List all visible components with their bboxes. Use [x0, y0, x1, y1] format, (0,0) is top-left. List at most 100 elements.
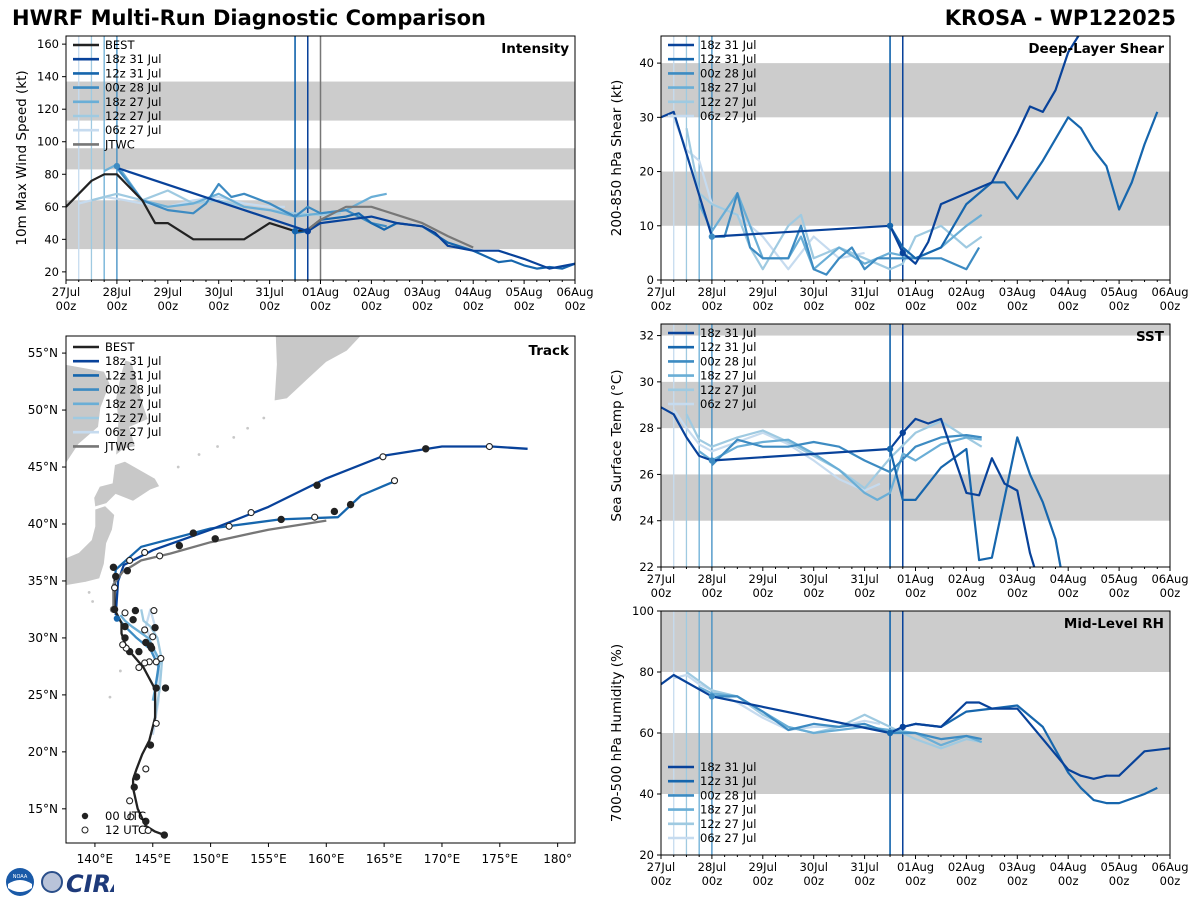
rh-marker-1	[886, 729, 894, 737]
sst-title: SST	[1136, 329, 1165, 345]
shear-xtick-sublabel-4: 00z	[854, 299, 875, 313]
marker-legend-label-12utc: 12 UTC	[105, 823, 146, 837]
shear-legend-label-2: 00z 28 Jul	[700, 66, 757, 80]
intensity-xtick-label-10: 06Aug	[556, 285, 593, 299]
sst-legend-label-5: 06z 27 Jul	[700, 397, 757, 411]
intensity-plot-area	[66, 36, 575, 280]
shear-xtick-sublabel-6: 00z	[956, 299, 977, 313]
rh-legend-label-1: 12z 31 Jul	[700, 774, 757, 788]
shear-legend-label-1: 12z 31 Jul	[700, 52, 757, 66]
track-point-00utc-16	[121, 622, 129, 631]
rh-band-0	[661, 733, 1170, 794]
intensity-legend-label-2: 12z 31 Jul	[105, 66, 162, 80]
track-point-12utc-15	[152, 658, 160, 666]
marker-legend-00utc	[81, 812, 89, 820]
rh-xtick-sublabel-10: 00z	[1160, 874, 1181, 888]
sst-xtick-sublabel-8: 00z	[1058, 586, 1079, 600]
track-point-12utc-20	[225, 522, 233, 530]
intensity-legend-label-3: 00z 28 Jul	[105, 81, 162, 95]
island-5	[246, 426, 250, 430]
track-point-00utc-26	[330, 507, 339, 516]
rh-xtick-label-4: 31Jul	[850, 860, 879, 874]
intensity-xtick-label-2: 29Jul	[154, 285, 183, 299]
sst-band-0	[661, 474, 1170, 521]
shear-xtick-label-5: 01Aug	[897, 285, 934, 299]
rh-ytick-label-3: 80	[639, 665, 654, 679]
track-legend-label-4: 18z 27 Jul	[105, 397, 162, 411]
track-point-00utc-24	[277, 515, 285, 524]
intensity-xtick-label-5: 01Aug	[302, 285, 339, 299]
track-point-00utc-1	[142, 817, 150, 826]
track-ytick-label-8: 55°N	[28, 346, 58, 360]
track-legend-label-5: 12z 27 Jul	[105, 411, 162, 425]
shear-ytick-label-4: 40	[639, 56, 654, 70]
track-jtwc-7	[112, 519, 327, 610]
shear-ytick-label-2: 20	[639, 165, 654, 179]
rh-xtick-sublabel-5: 00z	[905, 874, 926, 888]
track-point-12utc-22	[311, 513, 319, 521]
track-point-12utc-18	[141, 548, 149, 557]
noaa-text: NOAA	[13, 874, 28, 880]
sst-ytick-label-1: 24	[639, 514, 654, 528]
track-ytick-label-5: 40°N	[28, 517, 58, 531]
track-legend-label-7: JTWC	[104, 439, 135, 453]
intensity-legend-label-1: 18z 31 Jul	[105, 52, 162, 66]
track-xtick-label-6: 170°E	[424, 852, 461, 866]
shear-xtick-sublabel-0: 00z	[651, 299, 672, 313]
island-10	[108, 695, 112, 699]
shear-xtick-sublabel-5: 00z	[905, 299, 926, 313]
track-frame	[65, 335, 576, 844]
rh-xtick-label-10: 06Aug	[1151, 860, 1188, 874]
rh-legend-label-0: 18z 31 Jul	[700, 760, 757, 774]
track-point-00utc-21	[175, 541, 184, 550]
track-point-12utc-25	[485, 442, 493, 451]
track-ytick-label-2: 25°N	[28, 688, 58, 702]
sst-xtick-sublabel-10: 00z	[1160, 586, 1181, 600]
sst-ytick-label-0: 22	[639, 560, 654, 574]
track-point-00utc-20	[123, 567, 132, 575]
intensity-ytick-label-5: 120	[37, 102, 59, 116]
track-ytick-label-1: 20°N	[28, 745, 58, 759]
intensity-legend-label-7: JTWC	[104, 137, 135, 151]
track-point-00utc-19	[109, 563, 118, 571]
rh-plot-area	[661, 611, 1170, 855]
track-legend-label-1: 18z 31 Jul	[105, 354, 162, 368]
island-9	[118, 669, 122, 673]
track-ytick-label-3: 30°N	[28, 631, 58, 645]
shear-legend-label-0: 18z 31 Jul	[700, 38, 757, 52]
track-point-00utc-3	[130, 783, 138, 791]
cira-text: CIRA	[66, 870, 114, 898]
shear-xtick-sublabel-8: 00z	[1058, 299, 1079, 313]
sst-ytick-label-2: 26	[639, 467, 654, 481]
sst-xtick-label-6: 02Aug	[948, 572, 985, 586]
track-xtick-label-1: 145°E	[135, 852, 172, 866]
intensity-series-jtwc-7	[307, 205, 474, 249]
intensity-xtick-sublabel-5: 00z	[310, 299, 331, 313]
intensity-xtick-sublabel-10: 00z	[565, 299, 586, 313]
shear-xtick-sublabel-2: 00z	[752, 299, 773, 313]
land-mass-0	[66, 505, 116, 586]
marker-legend-label-00utc: 00 UTC	[105, 809, 146, 823]
sst-xtick-sublabel-0: 00z	[651, 586, 672, 600]
shear-xtick-label-1: 28Jul	[698, 285, 727, 299]
track-point-12utc-5	[157, 654, 165, 662]
sst-xtick-label-3: 30Jul	[799, 572, 828, 586]
track-point-00utc-11	[121, 634, 129, 642]
intensity-ytick-label-0: 20	[44, 265, 59, 279]
rh-xtick-label-3: 30Jul	[799, 860, 828, 874]
track-point-12utc-17	[126, 556, 134, 564]
intensity-series-best-6	[66, 173, 322, 241]
track-point-00utc-25	[313, 481, 321, 489]
shear-title: Deep-Layer Shear	[1028, 41, 1164, 57]
storm-id: KROSA - WP122025	[944, 6, 1176, 30]
rh-xtick-sublabel-0: 00z	[651, 874, 672, 888]
intensity-xtick-sublabel-3: 00z	[208, 299, 229, 313]
rh-xtick-label-8: 04Aug	[1050, 860, 1087, 874]
track-best-6	[113, 578, 165, 837]
shear-xtick-sublabel-10: 00z	[1160, 299, 1181, 313]
intensity-legend-label-0: BEST	[105, 38, 135, 52]
track-point-00utc-9	[135, 647, 143, 656]
track-point-12utc-23	[379, 453, 387, 461]
track-point-00utc-2	[132, 773, 141, 781]
intensity-ytick-label-4: 100	[37, 135, 59, 149]
